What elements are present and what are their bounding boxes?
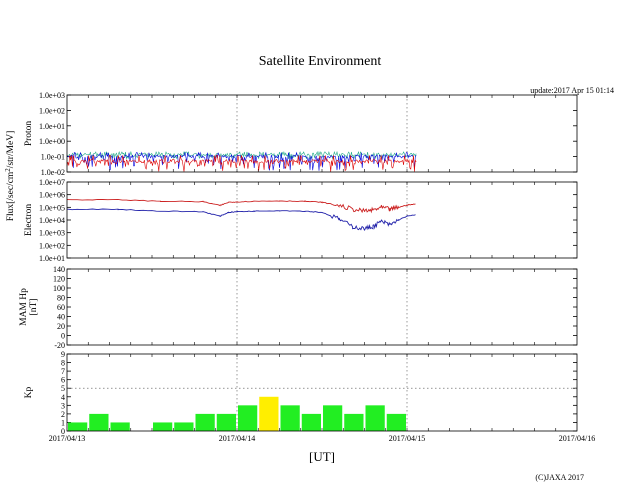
kp-bar: [153, 422, 173, 431]
kp-bar: [68, 422, 88, 431]
kp-bar: [259, 396, 279, 431]
y-tick-label: 140: [53, 265, 65, 274]
kp-bar: [89, 413, 109, 431]
copyright: (C)JAXA 2017: [535, 473, 584, 482]
panel-frame: [66, 353, 578, 432]
kp-bar: [301, 413, 321, 431]
y-tick-label: 80: [57, 294, 65, 303]
panel-frame: [66, 181, 578, 259]
y-tick-label: 0: [61, 427, 65, 436]
panel-frame: [66, 94, 578, 173]
y-tick-label: 1.0e+04: [39, 216, 65, 225]
y-tick-label: 100: [53, 284, 65, 293]
y-tick-label: 8: [61, 359, 65, 368]
kp-bar: [174, 422, 194, 431]
kp-bar: [323, 405, 343, 431]
y-tick-label: 1: [61, 418, 65, 427]
y-tick-label: 3: [61, 401, 65, 410]
y-tick-label: 1.0e+05: [39, 203, 65, 212]
y-tick-label: 2: [61, 410, 65, 419]
panel-ylabel: [nT]: [29, 299, 39, 316]
kp-bar: [195, 413, 215, 431]
electron-series-line: [66, 198, 416, 214]
y-tick-label: 0: [61, 332, 65, 341]
panel-ylabel: Electron: [24, 204, 34, 236]
x-tick-label: 2017/04/15: [389, 434, 425, 443]
y-tick-label: 1.0e+01: [39, 122, 65, 131]
y-tick-label: 4: [61, 393, 65, 402]
y-tick-label: 7: [61, 367, 65, 376]
x-tick-label: 2017/04/16: [559, 434, 595, 443]
y-tick-label: 1.0e+03: [39, 229, 65, 238]
update-timestamp: update:2017 Apr 15 01:14: [530, 86, 614, 95]
kp-bar: [110, 422, 130, 431]
y-tick-label: 20: [57, 322, 65, 331]
y-tick-label: 1.0e+07: [39, 178, 65, 187]
kp-bar: [216, 413, 236, 431]
y-tick-label: 1.0e+01: [39, 254, 65, 263]
y-tick-label: 40: [57, 313, 65, 322]
y-tick-label: -20: [54, 341, 65, 350]
y-tick-label: 9: [61, 350, 65, 359]
y-tick-label: 1.0e+06: [39, 191, 65, 200]
kp-bar: [280, 405, 300, 431]
chart-title: Satellite Environment: [259, 54, 382, 69]
kp-bar: [344, 413, 364, 431]
electron-series-line: [66, 208, 416, 231]
y-tick-label: 60: [57, 303, 65, 312]
x-axis-label: [UT]: [309, 449, 335, 464]
kp-bar: [365, 405, 385, 431]
panel-ylabel: Proton: [24, 121, 34, 147]
y-tick-label: 5: [61, 384, 65, 393]
y-tick-label: 6: [61, 376, 65, 385]
y-tick-label: 1.0e+02: [39, 241, 65, 250]
panel-ylabel: MAM Hp: [19, 288, 29, 326]
y-tick-label: 1.0e-01: [41, 153, 65, 162]
x-tick-label: 2017/04/13: [49, 434, 85, 443]
y-tick-label: 1.0e+00: [39, 137, 65, 146]
kp-bar: [386, 413, 406, 431]
x-tick-label: 2017/04/14: [219, 434, 255, 443]
proton-series-line: [66, 155, 417, 172]
kp-bar: [238, 405, 258, 431]
panel-frame: [66, 268, 578, 346]
y-tick-label: 120: [53, 275, 65, 284]
y-tick-label: 1.0e-02: [41, 168, 65, 177]
flux-ylabel: Flux[/sec/cm2/str/MeV]: [4, 131, 16, 222]
y-tick-label: 1.0e+02: [39, 106, 65, 115]
proton-series-line: [66, 151, 417, 171]
panel-ylabel: Kp: [24, 386, 34, 398]
y-tick-label: 1.0e+03: [39, 91, 65, 100]
